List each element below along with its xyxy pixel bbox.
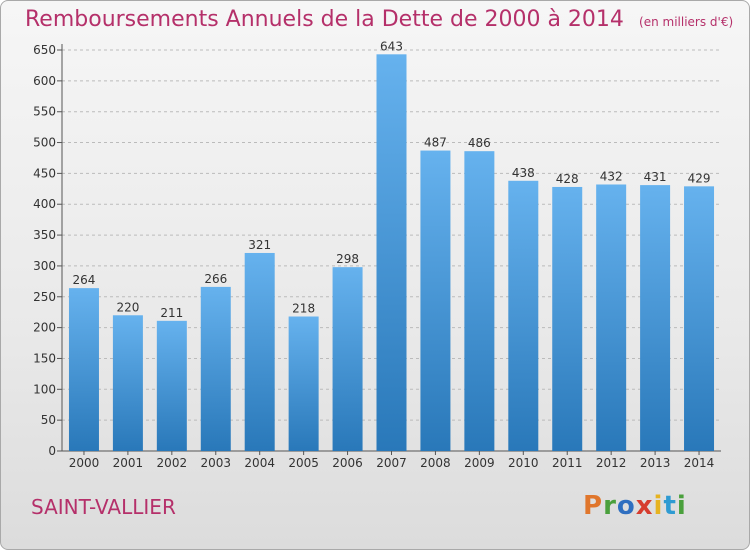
y-tick-label: 350 <box>33 228 56 242</box>
city-name: SAINT-VALLIER <box>31 495 176 519</box>
x-tick-label-2014: 2014 <box>684 456 715 470</box>
bar-2013 <box>640 185 671 452</box>
data-labels: 264 220 211 266 321 218 298 643 487 486 438 428 432 4… <box>73 39 711 320</box>
y-tick-label: 650 <box>33 43 56 57</box>
x-tick-label-2001: 2001 <box>113 456 144 470</box>
logo-letter: i <box>676 491 687 521</box>
y-tick-label: 550 <box>33 105 56 119</box>
y-tick-label: 600 <box>33 74 56 88</box>
data-label-2011: 428 <box>556 172 579 186</box>
x-tick-label-2003: 2003 <box>200 456 231 470</box>
data-label-2002: 211 <box>160 306 183 320</box>
bar-2000 <box>68 288 99 451</box>
bar-2004 <box>244 252 275 451</box>
data-label-2006: 298 <box>336 252 359 266</box>
bar-2007 <box>376 54 407 452</box>
x-tick-label-2004: 2004 <box>244 456 275 470</box>
bar-2005 <box>288 316 319 451</box>
bar-2006 <box>332 267 363 451</box>
data-label-2012: 432 <box>600 169 623 183</box>
y-tick-label: 450 <box>33 166 56 180</box>
x-tick-label-2008: 2008 <box>420 456 451 470</box>
logo-letter: o <box>616 491 636 521</box>
bar-2011 <box>552 186 583 452</box>
bar-2012 <box>596 184 627 451</box>
data-label-2007: 643 <box>380 39 403 53</box>
x-tick-label-2009: 2009 <box>464 456 495 470</box>
y-tick-label: 500 <box>33 136 56 150</box>
data-label-2004: 321 <box>248 238 271 252</box>
logo-letter: t <box>663 491 677 521</box>
bar-2008 <box>420 150 451 451</box>
y-tick-label: 50 <box>41 413 56 427</box>
bar-2009 <box>464 151 495 451</box>
data-label-2014: 429 <box>688 171 711 185</box>
title-row: Remboursements Annuels de la Dette de 20… <box>25 7 733 32</box>
y-tick-label: 150 <box>33 351 56 365</box>
data-label-2001: 220 <box>116 300 139 314</box>
data-label-2005: 218 <box>292 302 315 316</box>
x-tick-label-2013: 2013 <box>640 456 671 470</box>
logo-letter: i <box>653 491 664 521</box>
logo-letter: r <box>603 491 617 521</box>
y-tick-label: 250 <box>33 290 56 304</box>
chart-unit: (en milliers d'€) <box>639 15 734 29</box>
bar-2010 <box>508 180 539 451</box>
x-tick-label-2007: 2007 <box>376 456 407 470</box>
data-label-2008: 487 <box>424 136 447 150</box>
proxiti-logo: Proxiti <box>583 491 687 521</box>
y-tick-label: 400 <box>33 197 56 211</box>
y-tick-label: 100 <box>33 382 56 396</box>
x-tick-label-2006: 2006 <box>332 456 363 470</box>
bars <box>68 54 715 452</box>
bar-2002 <box>156 320 187 451</box>
data-label-2000: 264 <box>73 273 96 287</box>
y-tick-label: 300 <box>33 259 56 273</box>
bar-2003 <box>200 286 231 451</box>
y-tick-label: 0 <box>48 444 56 458</box>
bar-2001 <box>112 315 143 451</box>
logo-letter: P <box>583 491 604 521</box>
x-tick-label-2000: 2000 <box>69 456 100 470</box>
x-tick-label-2011: 2011 <box>552 456 583 470</box>
data-label-2003: 266 <box>204 272 227 286</box>
y-tick-label: 200 <box>33 321 56 335</box>
x-tick-label-2010: 2010 <box>508 456 539 470</box>
data-label-2013: 431 <box>644 170 667 184</box>
data-label-2010: 438 <box>512 166 535 180</box>
x-tick-label-2002: 2002 <box>157 456 188 470</box>
logo-letter: x <box>635 491 654 521</box>
chart-title: Remboursements Annuels de la Dette de 20… <box>25 7 624 32</box>
bar-2014 <box>684 186 715 451</box>
data-label-2009: 486 <box>468 136 491 150</box>
x-tick-label-2012: 2012 <box>596 456 627 470</box>
x-tick-label-2005: 2005 <box>288 456 319 470</box>
